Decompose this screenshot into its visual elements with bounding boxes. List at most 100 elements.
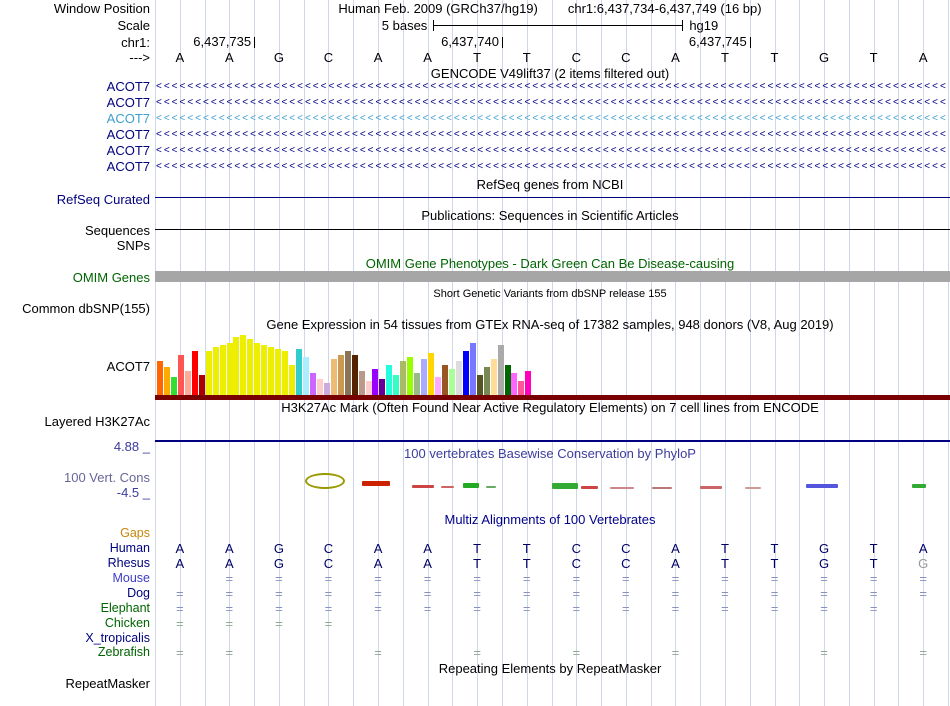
gtex-bar[interactable] [191, 351, 198, 395]
gtex-bar[interactable] [351, 355, 358, 395]
gtex-bar[interactable] [511, 373, 518, 395]
gtex-bar[interactable] [240, 335, 247, 395]
gene-item[interactable]: <<<<<<<<<<<<<<<<<<<<<<<<<<<<<<<<<<<<<<<<… [156, 113, 948, 124]
species-label-human[interactable]: Human [109, 541, 150, 555]
gtex-bar[interactable] [184, 371, 191, 395]
conservation-mark[interactable] [362, 481, 390, 486]
gtex-bar[interactable] [170, 377, 177, 395]
gtex-bar[interactable] [462, 351, 469, 395]
gtex-bar[interactable] [525, 371, 532, 395]
gtex-bar[interactable] [323, 383, 330, 395]
gtex-bar[interactable] [163, 367, 170, 395]
gtex-bar[interactable] [483, 367, 490, 395]
species-label-mouse[interactable]: Mouse [112, 571, 150, 585]
gtex-bar[interactable] [469, 343, 476, 395]
conservation-mark[interactable] [806, 484, 838, 488]
common-dbsnp-label[interactable]: Common dbSNP(155) [22, 301, 150, 316]
species-label-dog[interactable]: Dog [127, 586, 150, 600]
gtex-bar[interactable] [212, 347, 219, 395]
gene-item[interactable]: <<<<<<<<<<<<<<<<<<<<<<<<<<<<<<<<<<<<<<<<… [156, 81, 948, 92]
refseq-curated-label[interactable]: RefSeq Curated [56, 192, 150, 207]
repeatmasker-label[interactable]: RepeatMasker [65, 676, 150, 691]
species-label-chicken[interactable]: Chicken [104, 616, 150, 630]
gtex-bar[interactable] [275, 349, 282, 395]
gtex-bar[interactable] [393, 375, 400, 395]
gtex-bar[interactable] [219, 345, 226, 395]
conservation-mark[interactable] [441, 486, 454, 488]
gtex-bar[interactable] [330, 359, 337, 395]
gtex-bar[interactable] [386, 365, 393, 395]
gene-label[interactable]: ACOT7 [106, 159, 150, 174]
snps-label[interactable]: SNPs [116, 238, 150, 253]
gtex-bar[interactable] [296, 349, 302, 395]
conservation-mark[interactable] [412, 485, 434, 488]
gtex-bar[interactable] [379, 379, 386, 395]
gtex-bar[interactable] [455, 361, 462, 395]
species-label-gaps[interactable]: Gaps [120, 526, 150, 540]
gtex-bar[interactable] [268, 347, 275, 395]
conservation-mark[interactable] [912, 484, 926, 488]
species-label-elephant[interactable]: Elephant [100, 601, 150, 615]
gene-label[interactable]: ACOT7 [106, 111, 150, 126]
gene-item[interactable]: <<<<<<<<<<<<<<<<<<<<<<<<<<<<<<<<<<<<<<<<… [156, 97, 948, 108]
species-label-zebrafish[interactable]: Zebrafish [97, 645, 150, 659]
gtex-bar[interactable] [337, 355, 344, 395]
gtex-bar[interactable] [400, 361, 407, 395]
gtex-bar[interactable] [518, 381, 525, 395]
refseq-curated-item[interactable] [155, 197, 950, 198]
gtex-bar[interactable] [421, 359, 428, 395]
conservation-mark[interactable] [652, 487, 672, 489]
gtex-bar[interactable] [358, 371, 365, 395]
gtex-bar[interactable] [448, 369, 455, 395]
conservation-mark[interactable] [486, 486, 496, 488]
gtex-bar[interactable] [247, 339, 254, 395]
species-label-rhesus[interactable]: Rhesus [107, 556, 150, 570]
gtex-bar[interactable] [407, 357, 414, 395]
gene-label[interactable]: ACOT7 [106, 127, 150, 142]
gtex-bar[interactable] [198, 375, 205, 395]
gtex-bar[interactable] [177, 355, 184, 395]
vert-cons-label[interactable]: 100 Vert. Cons [64, 470, 150, 485]
gtex-bar[interactable] [428, 353, 435, 395]
layered-h3k27ac-label[interactable]: Layered H3K27Ac [44, 414, 150, 429]
gtex-bar[interactable] [497, 345, 504, 395]
gtex-bar[interactable] [316, 379, 323, 395]
gene-label[interactable]: ACOT7 [106, 79, 150, 94]
gtex-bar[interactable] [302, 357, 309, 395]
omim-gene-item[interactable] [155, 271, 950, 282]
species-label-x_tropicalis[interactable]: X_tropicalis [85, 631, 150, 645]
conservation-mark[interactable] [700, 486, 722, 489]
gtex-gene-label[interactable]: ACOT7 [106, 359, 150, 374]
gtex-bar[interactable] [490, 359, 497, 395]
gtex-bar[interactable] [476, 375, 483, 395]
gtex-bar[interactable] [441, 365, 448, 395]
conservation-mark[interactable] [610, 487, 634, 489]
gtex-bar[interactable] [282, 351, 289, 395]
gtex-bar[interactable] [365, 381, 372, 395]
conservation-mark[interactable] [581, 486, 598, 489]
conservation-mark[interactable] [305, 473, 345, 489]
omim-genes-label[interactable]: OMIM Genes [72, 270, 150, 285]
gene-label[interactable]: ACOT7 [106, 143, 150, 158]
conservation-mark[interactable] [463, 483, 479, 488]
sequences-label[interactable]: Sequences [84, 223, 150, 238]
gene-label[interactable]: ACOT7 [106, 95, 150, 110]
gtex-bar[interactable] [289, 365, 296, 395]
gene-item[interactable]: <<<<<<<<<<<<<<<<<<<<<<<<<<<<<<<<<<<<<<<<… [156, 129, 948, 140]
gtex-bar[interactable] [504, 365, 511, 395]
gtex-bar[interactable] [254, 343, 261, 395]
gtex-bar[interactable] [233, 337, 240, 395]
gtex-bar[interactable] [344, 351, 351, 395]
gene-item[interactable]: <<<<<<<<<<<<<<<<<<<<<<<<<<<<<<<<<<<<<<<<… [156, 145, 948, 156]
gtex-bar[interactable] [414, 373, 421, 395]
conservation-mark[interactable] [745, 487, 761, 489]
gtex-bar[interactable] [226, 343, 233, 395]
gtex-bar[interactable] [261, 345, 268, 395]
gene-item[interactable]: <<<<<<<<<<<<<<<<<<<<<<<<<<<<<<<<<<<<<<<<… [156, 161, 948, 172]
publications-sequences-item[interactable] [155, 229, 950, 230]
gtex-bar[interactable] [205, 351, 212, 395]
conservation-mark[interactable] [552, 483, 578, 489]
gtex-bar[interactable] [157, 361, 163, 395]
gtex-bar[interactable] [309, 373, 316, 395]
gtex-bar[interactable] [372, 369, 379, 395]
